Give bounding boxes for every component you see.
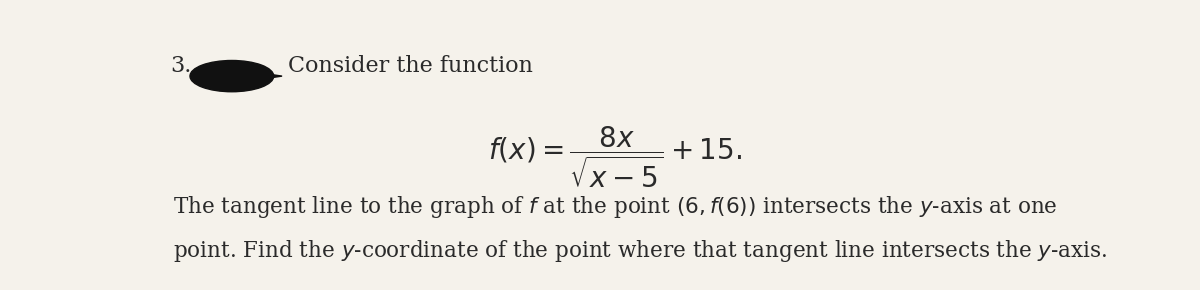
Ellipse shape — [190, 61, 274, 92]
PathPatch shape — [266, 74, 282, 78]
Text: point. Find the $y$-coordinate of the point where that tangent line intersects t: point. Find the $y$-coordinate of the po… — [173, 238, 1108, 264]
Text: $f(x) = \dfrac{8x}{\sqrt{x-5}} + 15.$: $f(x) = \dfrac{8x}{\sqrt{x-5}} + 15.$ — [488, 124, 742, 190]
Text: 3.: 3. — [170, 55, 192, 77]
Text: Consider the function: Consider the function — [288, 55, 533, 77]
Text: The tangent line to the graph of $f$ at the point $(6, f(6))$ intersects the $y$: The tangent line to the graph of $f$ at … — [173, 195, 1058, 220]
